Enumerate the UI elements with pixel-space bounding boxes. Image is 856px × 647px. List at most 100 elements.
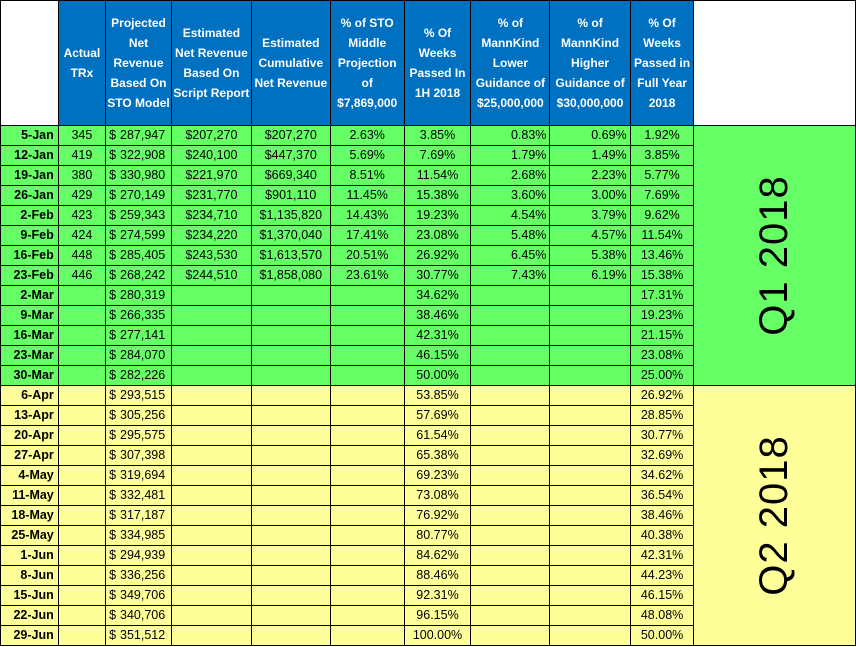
cell-estimated-net-revenue[interactable]: $243,530 [170,245,252,266]
cell-pct-weeks-full-year[interactable]: 17.31% [629,285,695,306]
cell-estimated-net-revenue[interactable]: $234,710 [170,205,252,226]
cell-actual-trx[interactable] [57,625,107,646]
cell-pct-weeks-full-year[interactable]: 19.23% [629,305,695,326]
cell-pct-weeks-full-year[interactable]: 50.00% [629,625,695,646]
cell-pct-weeks-1h[interactable]: 61.54% [403,425,472,446]
cell-actual-trx[interactable] [57,425,107,446]
cell-pct-lower-guidance[interactable] [470,305,551,326]
cell-pct-lower-guidance[interactable] [470,505,551,526]
cell-projected-net-revenue[interactable]: $259,343 [105,205,172,226]
cell-pct-sto-projection[interactable] [329,545,405,566]
cell-cumulative-net-revenue[interactable] [250,625,331,646]
cell-pct-sto-projection[interactable] [329,565,405,586]
cell-week[interactable]: 25-May [0,525,59,546]
cell-week[interactable]: 15-Jun [0,585,59,606]
cell-week[interactable]: 16-Feb [0,245,59,266]
cell-cumulative-net-revenue[interactable] [250,405,331,426]
cell-cumulative-net-revenue[interactable] [250,285,331,306]
cell-actual-trx[interactable] [57,585,107,606]
cell-cumulative-net-revenue[interactable] [250,565,331,586]
header-actual-trx[interactable]: Actual TRx [57,0,107,126]
cell-estimated-net-revenue[interactable]: $234,220 [170,225,252,246]
cell-pct-lower-guidance[interactable] [470,385,551,406]
cell-pct-sto-projection[interactable] [329,445,405,466]
cell-pct-sto-projection[interactable] [329,625,405,646]
cell-actual-trx[interactable] [57,405,107,426]
cell-pct-higher-guidance[interactable]: 3.79% [549,205,631,226]
cell-cumulative-net-revenue[interactable] [250,365,331,386]
cell-pct-higher-guidance[interactable] [549,505,631,526]
cell-estimated-net-revenue[interactable] [170,345,252,366]
cell-actual-trx[interactable] [57,465,107,486]
cell-pct-weeks-full-year[interactable]: 1.92% [629,125,695,146]
header-cumulative-net-revenue[interactable]: Estimated Cumulative Net Revenue [250,0,331,126]
cell-pct-higher-guidance[interactable] [549,385,631,406]
cell-pct-weeks-full-year[interactable]: 42.31% [629,545,695,566]
cell-pct-weeks-1h[interactable]: 96.15% [403,605,472,626]
cell-week[interactable]: 29-Jun [0,625,59,646]
cell-week[interactable]: 9-Feb [0,225,59,246]
cell-estimated-net-revenue[interactable] [170,485,252,506]
cell-pct-weeks-1h[interactable]: 23.08% [403,225,472,246]
cell-pct-weeks-full-year[interactable]: 25.00% [629,365,695,386]
cell-pct-higher-guidance[interactable] [549,525,631,546]
cell-pct-weeks-full-year[interactable]: 46.15% [629,585,695,606]
cell-cumulative-net-revenue[interactable]: $1,613,570 [250,245,331,266]
cell-pct-lower-guidance[interactable]: 5.48% [470,225,551,246]
cell-week[interactable]: 27-Apr [0,445,59,466]
cell-week[interactable]: 2-Mar [0,285,59,306]
cell-projected-net-revenue[interactable]: $280,319 [105,285,172,306]
cell-projected-net-revenue[interactable]: $294,939 [105,545,172,566]
cell-actual-trx[interactable] [57,365,107,386]
header-pct-weeks-1h[interactable]: % Of Weeks Passed In 1H 2018 [403,0,472,126]
cell-week[interactable]: 11-May [0,485,59,506]
cell-cumulative-net-revenue[interactable] [250,525,331,546]
cell-pct-weeks-full-year[interactable]: 30.77% [629,425,695,446]
cell-estimated-net-revenue[interactable] [170,605,252,626]
cell-projected-net-revenue[interactable]: $268,242 [105,265,172,286]
cell-week[interactable]: 13-Apr [0,405,59,426]
cell-pct-higher-guidance[interactable] [549,425,631,446]
cell-pct-weeks-full-year[interactable]: 38.46% [629,505,695,526]
cell-pct-lower-guidance[interactable] [470,625,551,646]
cell-cumulative-net-revenue[interactable] [250,545,331,566]
cell-projected-net-revenue[interactable]: $270,149 [105,185,172,206]
cell-estimated-net-revenue[interactable] [170,425,252,446]
cell-pct-sto-projection[interactable]: 5.69% [329,145,405,166]
cell-week[interactable]: 30-Mar [0,365,59,386]
cell-pct-weeks-full-year[interactable]: 7.69% [629,185,695,206]
cell-week[interactable]: 2-Feb [0,205,59,226]
cell-pct-sto-projection[interactable] [329,405,405,426]
cell-pct-weeks-1h[interactable]: 92.31% [403,585,472,606]
cell-actual-trx[interactable]: 429 [57,185,107,206]
cell-actual-trx[interactable]: 380 [57,165,107,186]
cell-week[interactable]: 16-Mar [0,325,59,346]
cell-pct-weeks-1h[interactable]: 19.23% [403,205,472,226]
cell-projected-net-revenue[interactable]: $287,947 [105,125,172,146]
header-pct-higher-guidance[interactable]: % of MannKind Higher Guidance of $30,000… [549,0,631,126]
cell-estimated-net-revenue[interactable] [170,405,252,426]
cell-pct-weeks-1h[interactable]: 7.69% [403,145,472,166]
cell-week[interactable]: 6-Apr [0,385,59,406]
cell-cumulative-net-revenue[interactable] [250,325,331,346]
cell-actual-trx[interactable] [57,305,107,326]
cell-week[interactable]: 12-Jan [0,145,59,166]
cell-actual-trx[interactable]: 423 [57,205,107,226]
cell-pct-sto-projection[interactable] [329,325,405,346]
cell-pct-lower-guidance[interactable]: 7.43% [470,265,551,286]
cell-pct-weeks-full-year[interactable]: 40.38% [629,525,695,546]
cell-cumulative-net-revenue[interactable]: $669,340 [250,165,331,186]
cell-estimated-net-revenue[interactable]: $240,100 [170,145,252,166]
cell-pct-sto-projection[interactable] [329,425,405,446]
cell-cumulative-net-revenue[interactable] [250,485,331,506]
cell-estimated-net-revenue[interactable] [170,325,252,346]
cell-estimated-net-revenue[interactable] [170,365,252,386]
cell-pct-higher-guidance[interactable] [549,445,631,466]
cell-pct-lower-guidance[interactable] [470,545,551,566]
cell-actual-trx[interactable]: 419 [57,145,107,166]
cell-cumulative-net-revenue[interactable] [250,425,331,446]
cell-pct-weeks-full-year[interactable]: 23.08% [629,345,695,366]
cell-pct-higher-guidance[interactable] [549,285,631,306]
cell-pct-weeks-1h[interactable]: 73.08% [403,485,472,506]
cell-week[interactable]: 19-Jan [0,165,59,186]
